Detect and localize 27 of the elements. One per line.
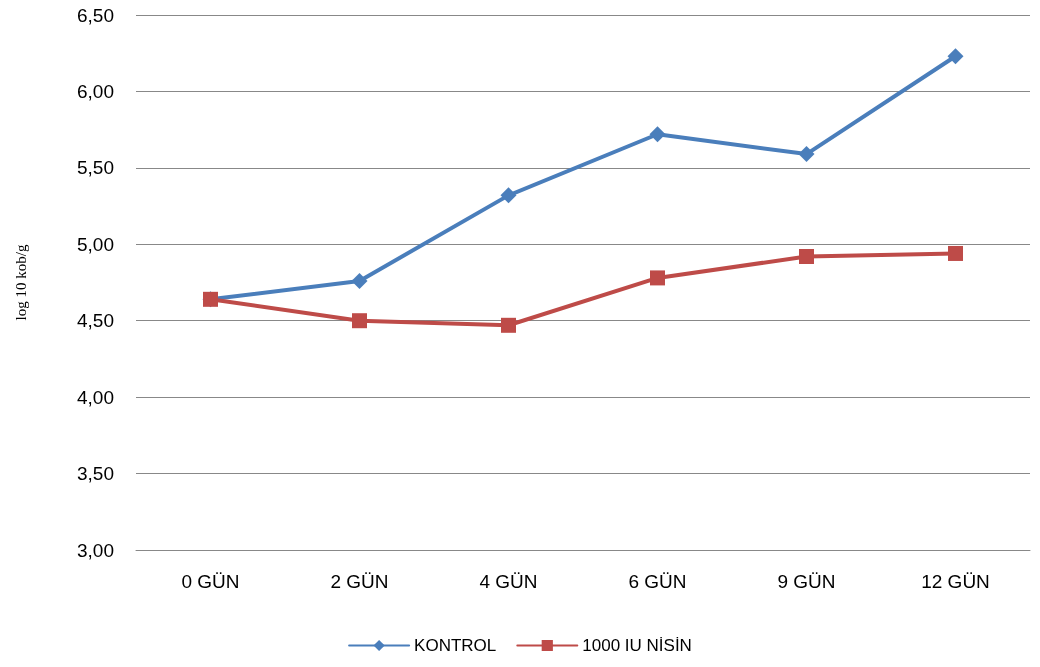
y-tick-label: 6,50 [77, 4, 114, 26]
y-tick-label: 6,00 [77, 80, 114, 102]
legend-label: 1000 IU NİSİN [582, 636, 692, 655]
point [501, 317, 516, 333]
y-tick-label: 5,00 [77, 233, 114, 255]
point [649, 126, 666, 143]
point [352, 313, 367, 329]
x-tick-label: 12 GÜN [921, 571, 990, 592]
y-tick-label: 4,50 [77, 310, 114, 332]
point [799, 249, 814, 265]
point [650, 270, 665, 286]
y-tick-label: 4,00 [77, 386, 114, 408]
y-tick-label: 5,50 [77, 157, 114, 179]
point [947, 48, 964, 65]
x-tick-label: 2 GÜN [330, 571, 389, 592]
legend-label: KONTROL [414, 636, 497, 655]
point [948, 245, 963, 261]
x-tick-label: 4 GÜN [479, 571, 538, 592]
point [798, 146, 815, 163]
point [500, 187, 517, 204]
x-tick-label: 0 GÜN [181, 571, 240, 592]
y-tick-label: 3,00 [77, 539, 114, 561]
x-tick-label: 6 GÜN [628, 571, 687, 592]
y-tick-label: 3,50 [77, 463, 114, 485]
y-axis-title: log 10 kob/g [12, 244, 29, 321]
point [351, 272, 368, 289]
x-tick-label: 9 GÜN [777, 571, 836, 592]
